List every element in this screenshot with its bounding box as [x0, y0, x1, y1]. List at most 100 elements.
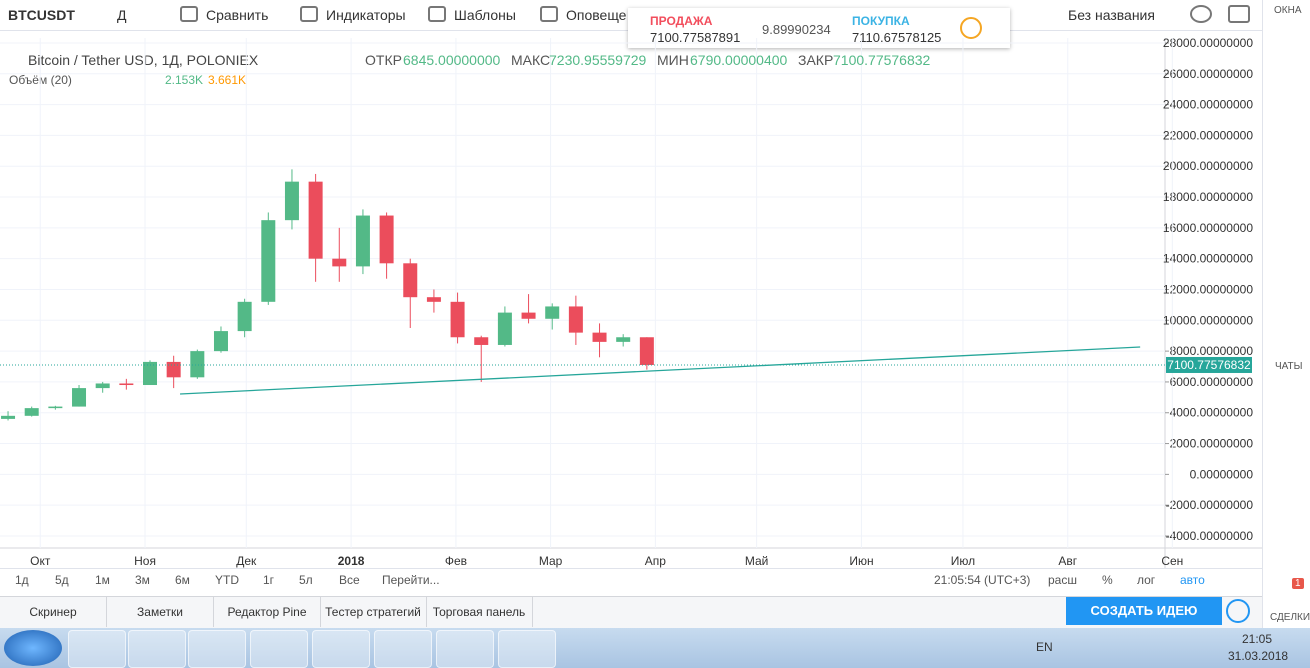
clock-time[interactable]: 21:05	[1242, 632, 1273, 646]
taskbar-app[interactable]	[498, 630, 556, 668]
chats-label: ЧАТЫ	[1275, 361, 1303, 372]
panel-tab[interactable]: Торговая панель	[426, 597, 533, 627]
x-tick-label: Ноя	[134, 554, 156, 568]
candle-body	[568, 306, 583, 333]
y-tick-label: 24000.00000000	[1163, 98, 1253, 112]
range-button[interactable]: 6м	[175, 573, 190, 587]
taskbar: EN 21:05 31.03.2018	[0, 628, 1310, 668]
y-tick-label: 14000.00000000	[1163, 252, 1253, 266]
last-price-label: 7100.77576832	[1167, 358, 1251, 372]
y-tick-label: 22000.00000000	[1163, 128, 1253, 142]
candle-body	[639, 337, 654, 365]
toolbar-item[interactable]: Индикаторы	[326, 7, 406, 23]
buy-price[interactable]: 7110.67578125	[852, 30, 942, 45]
candle-body	[261, 220, 276, 302]
candle-body	[213, 331, 228, 352]
x-tick-label: Авг	[1058, 554, 1077, 568]
start-button[interactable]	[4, 630, 62, 666]
candle-body	[450, 301, 465, 338]
toolbar-item[interactable]: Сравнить	[206, 7, 269, 23]
taskbar-app[interactable]	[312, 630, 370, 668]
range-button[interactable]: YTD	[215, 573, 239, 587]
range-button[interactable]: 1м	[95, 573, 110, 587]
volume-value: 2.153K	[165, 73, 203, 87]
bottom-panel: СОЗДАТЬ ИДЕЮ Скринер Заметки Редактор Pine…	[0, 596, 1262, 629]
candle-body	[616, 337, 631, 342]
clock: 21:05:54 (UTC+3)	[934, 573, 1031, 587]
candle-body	[119, 383, 134, 386]
info-icon[interactable]	[960, 17, 982, 39]
toolbar-icon[interactable]	[540, 6, 558, 22]
toolbar-item[interactable]: Оповеще	[566, 7, 627, 23]
clock-date[interactable]: 31.03.2018	[1228, 649, 1289, 663]
fullscreen-icon[interactable]	[1228, 5, 1250, 23]
language[interactable]: EN	[1036, 640, 1053, 654]
y-tick-label: 2000.00000000	[1170, 437, 1254, 451]
range-button[interactable]: 3м	[135, 573, 150, 587]
taskbar-app[interactable]	[68, 630, 126, 668]
trendline	[180, 346, 1141, 395]
taskbar-app[interactable]	[374, 630, 432, 668]
create-idea-button[interactable]: СОЗДАТЬ ИДЕЮ	[1066, 597, 1222, 625]
range-button[interactable]: 1д	[15, 573, 29, 587]
toolbar-icon[interactable]	[300, 6, 318, 22]
candle-body	[72, 388, 87, 407]
y-tick-label: 12000.00000000	[1163, 282, 1253, 296]
interval[interactable]: Д	[117, 7, 127, 23]
candle-body	[308, 181, 323, 259]
candle-body	[545, 306, 560, 319]
scale-option[interactable]: расш	[1048, 573, 1077, 587]
range-button[interactable]: 1г	[263, 573, 275, 587]
sidebar: ОКНА ЧАТЫ СДЕЛКИ 1	[1262, 0, 1310, 628]
legend-label: ЗАКР	[798, 52, 833, 68]
chart: Bitcoin / Tether USD, 1Д, POLONIEX Объём…	[0, 38, 1262, 568]
candle-body	[1, 415, 16, 419]
settings-icon[interactable]	[1190, 5, 1212, 23]
scale-option[interactable]: лог	[1137, 573, 1156, 587]
taskbar-app[interactable]	[250, 630, 308, 668]
toolbar-item[interactable]: Шаблоны	[454, 7, 516, 23]
legend-label: МАКС	[511, 52, 550, 68]
trades-label: СДЕЛКИ	[1270, 612, 1310, 623]
range-button[interactable]: 5л	[299, 573, 313, 587]
taskbar-app[interactable]	[188, 630, 246, 668]
candle-body	[190, 351, 205, 378]
candle-body	[143, 361, 158, 386]
candle-body	[95, 383, 110, 389]
symbol[interactable]: BTCUSDT	[8, 7, 75, 23]
sell-price[interactable]: 7100.77587891	[650, 30, 741, 45]
toolbar-icon[interactable]	[428, 6, 446, 22]
y-tick-label: 8000.00000000	[1170, 344, 1254, 358]
y-tick-label: -4000.00000000	[1166, 529, 1254, 543]
y-tick-label: -2000.00000000	[1166, 498, 1254, 512]
taskbar-app[interactable]	[128, 630, 186, 668]
panel-tab[interactable]: Тестер стратегий	[320, 597, 427, 627]
x-tick-label: Фев	[445, 554, 467, 568]
range-button[interactable]: Все	[339, 573, 360, 587]
x-tick-label: Окт	[30, 554, 51, 568]
x-tick-label: Дек	[236, 554, 257, 568]
y-tick-label: 20000.00000000	[1163, 159, 1253, 173]
toolbar-icon[interactable]	[180, 6, 198, 22]
x-tick-label: Апр	[645, 554, 667, 568]
range-button[interactable]: 5д	[55, 573, 69, 587]
y-tick-label: 0.00000000	[1190, 467, 1254, 481]
y-tick-label: 6000.00000000	[1170, 375, 1254, 389]
scale-option[interactable]: авто	[1180, 573, 1205, 587]
layout-name[interactable]: Без названия	[1068, 7, 1155, 23]
play-button[interactable]	[1226, 599, 1250, 623]
range-button[interactable]: Перейти...	[382, 573, 440, 587]
taskbar-app[interactable]	[436, 630, 494, 668]
panel-tab[interactable]: Скринер	[0, 597, 107, 627]
panel-tab[interactable]: Заметки	[107, 597, 214, 627]
candle-body	[48, 406, 63, 409]
buy-label: ПОКУПКА	[852, 14, 910, 28]
y-tick-label: 28000.00000000	[1163, 38, 1253, 50]
chart-title: Bitcoin / Tether USD, 1Д, POLONIEX	[28, 52, 259, 68]
candle-body	[426, 297, 441, 302]
candle-body	[497, 312, 512, 345]
legend-label: МИН	[657, 52, 689, 68]
panel-tab[interactable]: Редактор Pine	[214, 597, 321, 627]
legend-value: 6845.00000000	[403, 52, 501, 68]
scale-option[interactable]: %	[1102, 573, 1113, 587]
